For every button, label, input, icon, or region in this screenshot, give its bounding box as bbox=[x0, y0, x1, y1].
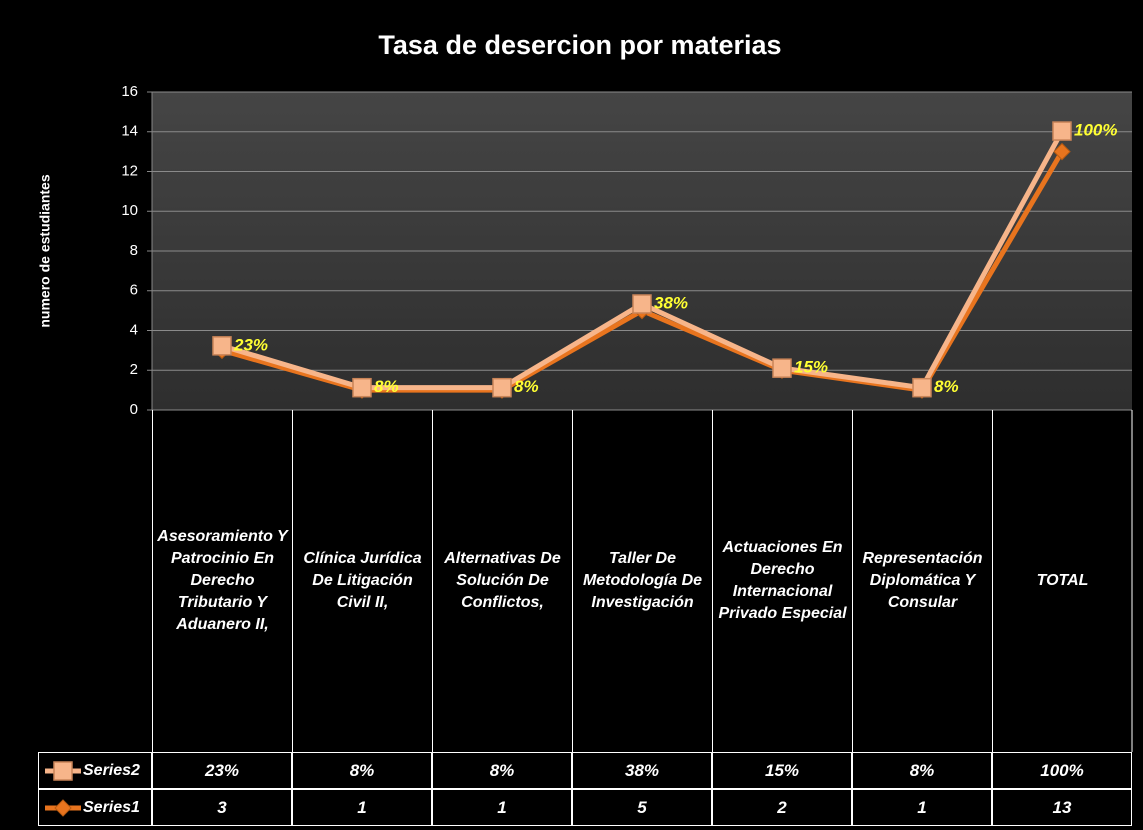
table-cell: 2 bbox=[712, 789, 852, 826]
legend-symbol bbox=[45, 760, 81, 781]
legend-label: Series1 bbox=[83, 798, 140, 816]
x-tick-label: Alternativas De Solución De Conflictos, bbox=[432, 410, 572, 752]
legend-entry: Series1 bbox=[38, 789, 152, 826]
point bbox=[212, 336, 232, 356]
y-tick-label: 0 bbox=[130, 401, 138, 418]
data-label: 23% bbox=[233, 335, 268, 354]
x-tick-label: TOTAL bbox=[992, 410, 1132, 752]
legend-entry: Series2 bbox=[38, 752, 152, 789]
point bbox=[492, 377, 512, 398]
data-label: 8% bbox=[374, 377, 399, 396]
data-label: 38% bbox=[654, 293, 688, 312]
point bbox=[632, 294, 652, 314]
y-tick-label: 6 bbox=[130, 282, 138, 299]
chart-title: Tasa de desercion por materias bbox=[378, 30, 781, 60]
x-tick-label: Actuaciones En Derecho Internacional Pri… bbox=[712, 410, 852, 752]
table-cell: 8% bbox=[432, 752, 572, 789]
x-tick-label: Asesoramiento Y Patrocinio En Derecho Tr… bbox=[152, 410, 292, 752]
table-cell: 23% bbox=[152, 752, 292, 789]
table-cell: 100% bbox=[992, 752, 1132, 789]
y-tick-label: 14 bbox=[121, 123, 138, 140]
y-tick-label: 10 bbox=[121, 202, 138, 219]
legend-marker bbox=[53, 760, 73, 781]
table-cell: 13 bbox=[992, 789, 1132, 826]
point bbox=[1052, 121, 1072, 141]
table-cell: 1 bbox=[852, 789, 992, 826]
point bbox=[352, 377, 372, 398]
y-tick-label: 2 bbox=[130, 361, 138, 378]
data-label: 15% bbox=[794, 358, 828, 377]
legend-label: Series2 bbox=[83, 761, 140, 779]
y-tick-label: 4 bbox=[130, 321, 138, 338]
legend-marker bbox=[54, 798, 72, 817]
x-tick-label: Representación Diplomática Y Consular bbox=[852, 410, 992, 752]
table-cell: 3 bbox=[152, 789, 292, 826]
table-cell: 1 bbox=[432, 789, 572, 826]
table-cell: 15% bbox=[712, 752, 852, 789]
point bbox=[772, 358, 792, 378]
point bbox=[1053, 142, 1071, 161]
x-tick-label: Taller De Metodología De Investigación bbox=[572, 410, 712, 752]
x-tick-label: Clínica Jurídica De Litigación Civil II, bbox=[292, 410, 432, 752]
data-label: 100% bbox=[1074, 121, 1117, 140]
data-label: 8% bbox=[514, 377, 539, 396]
y-tick-label: 8 bbox=[130, 242, 138, 259]
y-tick-label: 16 bbox=[121, 83, 138, 100]
y-axis-label: numero de estudiantes bbox=[37, 174, 53, 327]
table-cell: 8% bbox=[852, 752, 992, 789]
data-label: 8% bbox=[934, 377, 959, 396]
table-cell: 5 bbox=[572, 789, 712, 826]
table-cell: 38% bbox=[572, 752, 712, 789]
legend-symbol bbox=[45, 798, 81, 817]
point bbox=[912, 377, 932, 398]
table-cell: 8% bbox=[292, 752, 432, 789]
table-cell: 1 bbox=[292, 789, 432, 826]
y-tick-label: 12 bbox=[121, 162, 138, 179]
